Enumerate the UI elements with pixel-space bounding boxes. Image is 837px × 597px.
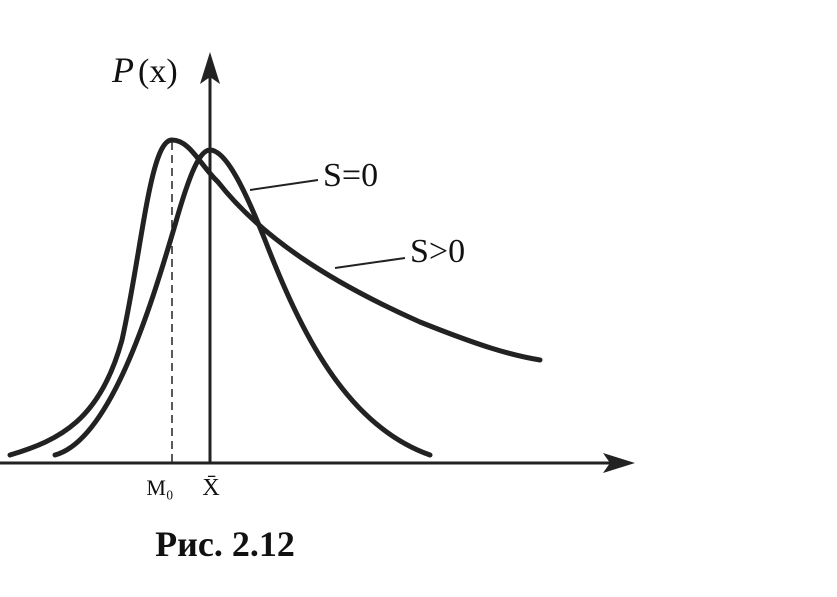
curve-label: S>0 xyxy=(410,233,465,270)
y-axis-arrow xyxy=(200,52,220,84)
axis-argument: (x) xyxy=(138,53,178,90)
x-axis-arrow xyxy=(603,453,635,473)
leader-line xyxy=(249,179,319,191)
caption: Рис. 2.12 xyxy=(155,524,295,564)
leader-line xyxy=(334,257,406,269)
axis-symbol: P xyxy=(111,50,134,90)
symmetric-curve xyxy=(52,147,433,458)
curve-label: S=0 xyxy=(323,157,378,194)
mean-label: X̄ xyxy=(202,475,219,501)
mode-label: M₀ xyxy=(146,475,173,500)
skewed-curve xyxy=(7,137,543,458)
